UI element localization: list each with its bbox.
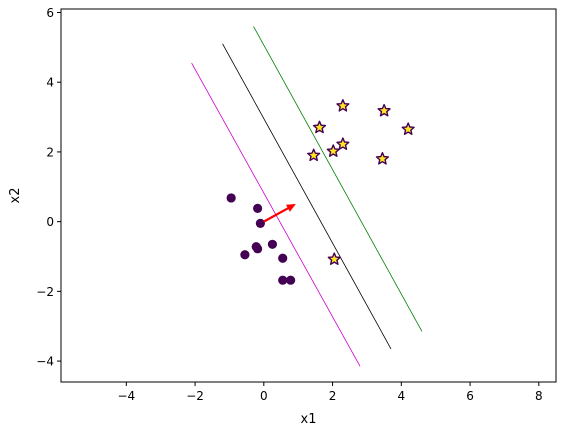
class-a-point: [267, 239, 278, 249]
x-tick-label: 4: [397, 389, 405, 403]
class-a-point: [240, 250, 250, 260]
class-b-point: [327, 252, 341, 266]
class-b-point: [375, 152, 389, 165]
class-b-point: [377, 103, 391, 117]
class-a-point: [286, 275, 296, 285]
class-b-point: [307, 148, 321, 162]
x-tick-label: −4: [117, 389, 135, 403]
class-b-point: [336, 137, 350, 150]
class-b-point: [326, 144, 340, 157]
x-tick-label: 8: [535, 389, 543, 403]
x-tick-label: 2: [329, 389, 337, 403]
class-a-point: [226, 193, 236, 203]
boundary-line-0: [222, 43, 392, 350]
class-a-point: [253, 244, 263, 254]
arrow-head: [286, 203, 296, 212]
y-tick-label: −4: [36, 355, 54, 369]
x-tick-label: 6: [466, 389, 474, 403]
boundary-line-2: [253, 26, 423, 332]
y-tick-label: 6: [46, 6, 54, 20]
class-a-point: [278, 275, 288, 285]
axes: −4 −2 0 2 4 6 8 −4 −2 0 2 4 6: [36, 6, 557, 403]
class-b-point: [336, 99, 350, 112]
plot-area: [191, 26, 423, 367]
y-axis-label: x2: [8, 188, 23, 204]
class-b-point: [401, 122, 415, 135]
class-a-point: [253, 203, 263, 213]
y-tick-label: 2: [46, 145, 54, 159]
axes-frame: [60, 8, 557, 383]
y-tick-label: 0: [46, 215, 54, 229]
class-a-point: [278, 253, 288, 263]
x-tick-label: −2: [186, 389, 204, 403]
x-axis-label: x1: [301, 412, 317, 427]
y-tick-label: −2: [36, 285, 54, 299]
class-b-point: [312, 120, 327, 134]
x-tick-label: 0: [260, 389, 268, 403]
y-tick-label: 4: [46, 76, 54, 90]
class-a-point: [255, 218, 265, 228]
